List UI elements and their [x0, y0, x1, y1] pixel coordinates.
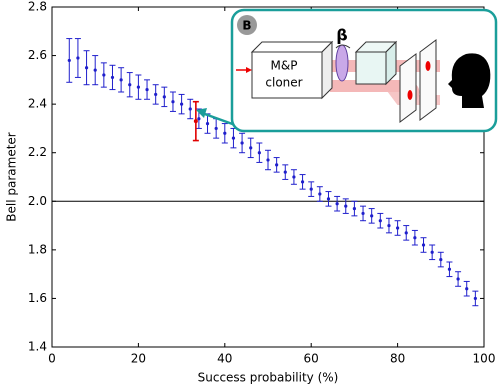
- data-point: [223, 131, 227, 135]
- cloner-box: [251, 51, 323, 99]
- data-point: [404, 231, 408, 235]
- label-badge: [237, 15, 257, 35]
- data-point: [110, 75, 115, 80]
- data-point: [326, 197, 331, 201]
- y-axis-label: Bell parameter: [5, 132, 19, 222]
- cloner-text: cloner: [265, 76, 302, 90]
- y-tick-label: 2.2: [28, 145, 47, 159]
- data-point: [473, 296, 477, 301]
- data-point: [102, 73, 106, 77]
- x-tick-label: 80: [390, 352, 405, 366]
- data-point: [387, 223, 391, 228]
- data-point: [352, 206, 356, 211]
- cloner-top: [250, 41, 334, 53]
- data-point: [171, 100, 175, 104]
- data-point: [67, 58, 71, 63]
- waveplate-symbol: β: [336, 26, 347, 45]
- data-point: [76, 56, 80, 60]
- data-point: [283, 170, 287, 174]
- splitter: [355, 51, 387, 85]
- data-point: [249, 146, 253, 150]
- inset-arrowhead: [196, 108, 207, 118]
- data-point: [119, 78, 123, 82]
- data-point: [396, 226, 400, 230]
- screen: [419, 39, 437, 121]
- x-tick-label: 100: [473, 352, 496, 366]
- data-point: [378, 219, 382, 223]
- data-point: [275, 163, 279, 167]
- data-point: [84, 66, 89, 70]
- data-point: [344, 204, 348, 208]
- data-point: [193, 119, 198, 124]
- data-point: [93, 68, 97, 72]
- data-point: [257, 151, 261, 155]
- data-point: [456, 277, 460, 281]
- x-tick-label: 60: [304, 352, 319, 366]
- data-point: [309, 187, 313, 191]
- data-point: [145, 87, 149, 92]
- data-point: [370, 214, 374, 218]
- data-point: [240, 141, 244, 145]
- inset-label: B: [242, 19, 251, 33]
- data-point: [361, 211, 365, 216]
- data-point: [266, 158, 270, 162]
- cloner-text: M&P: [271, 59, 298, 73]
- inset: B M&P cloner β: [196, 8, 498, 133]
- data-point: [162, 95, 166, 99]
- y-tick-label: 2.8: [28, 0, 47, 14]
- data-point: [447, 267, 452, 271]
- detector-spot: [407, 90, 413, 100]
- data-point: [128, 83, 132, 87]
- data-point: [292, 175, 296, 179]
- data-point: [300, 180, 305, 184]
- screen: [399, 53, 417, 123]
- data-point: [197, 117, 201, 121]
- rotation-arrow: [335, 44, 351, 49]
- y-tick-label: 2.0: [28, 194, 47, 208]
- y-tick-label: 1.8: [28, 242, 47, 256]
- plot-frame: [51, 6, 485, 348]
- data-point: [205, 121, 210, 126]
- data-point: [421, 243, 426, 247]
- x-tick-label: 40: [217, 352, 232, 366]
- data-point: [136, 85, 140, 89]
- detector-spot: [425, 61, 431, 71]
- data-point: [413, 236, 417, 240]
- x-axis-label: Success probability (%): [198, 371, 339, 385]
- data-point: [231, 136, 236, 140]
- data-point: [188, 107, 192, 111]
- y-tick-label: 1.6: [28, 291, 47, 305]
- y-tick-label: 2.6: [28, 48, 47, 62]
- x-tick-label: 0: [48, 352, 56, 366]
- data-point: [335, 202, 339, 206]
- data-point: [154, 92, 158, 97]
- data-point: [318, 192, 322, 196]
- input-arrowhead: [246, 67, 252, 73]
- observer-head: [448, 53, 491, 108]
- data-point: [439, 257, 443, 262]
- x-tick-label: 20: [131, 352, 146, 366]
- data-point: [180, 102, 184, 106]
- waveplate: [335, 44, 349, 82]
- data-point: [430, 250, 434, 254]
- data-point: [214, 126, 218, 131]
- cloner-side: [321, 40, 333, 100]
- y-tick-label: 2.4: [28, 97, 47, 111]
- y-tick-label: 1.4: [28, 340, 47, 354]
- data-point: [465, 287, 469, 291]
